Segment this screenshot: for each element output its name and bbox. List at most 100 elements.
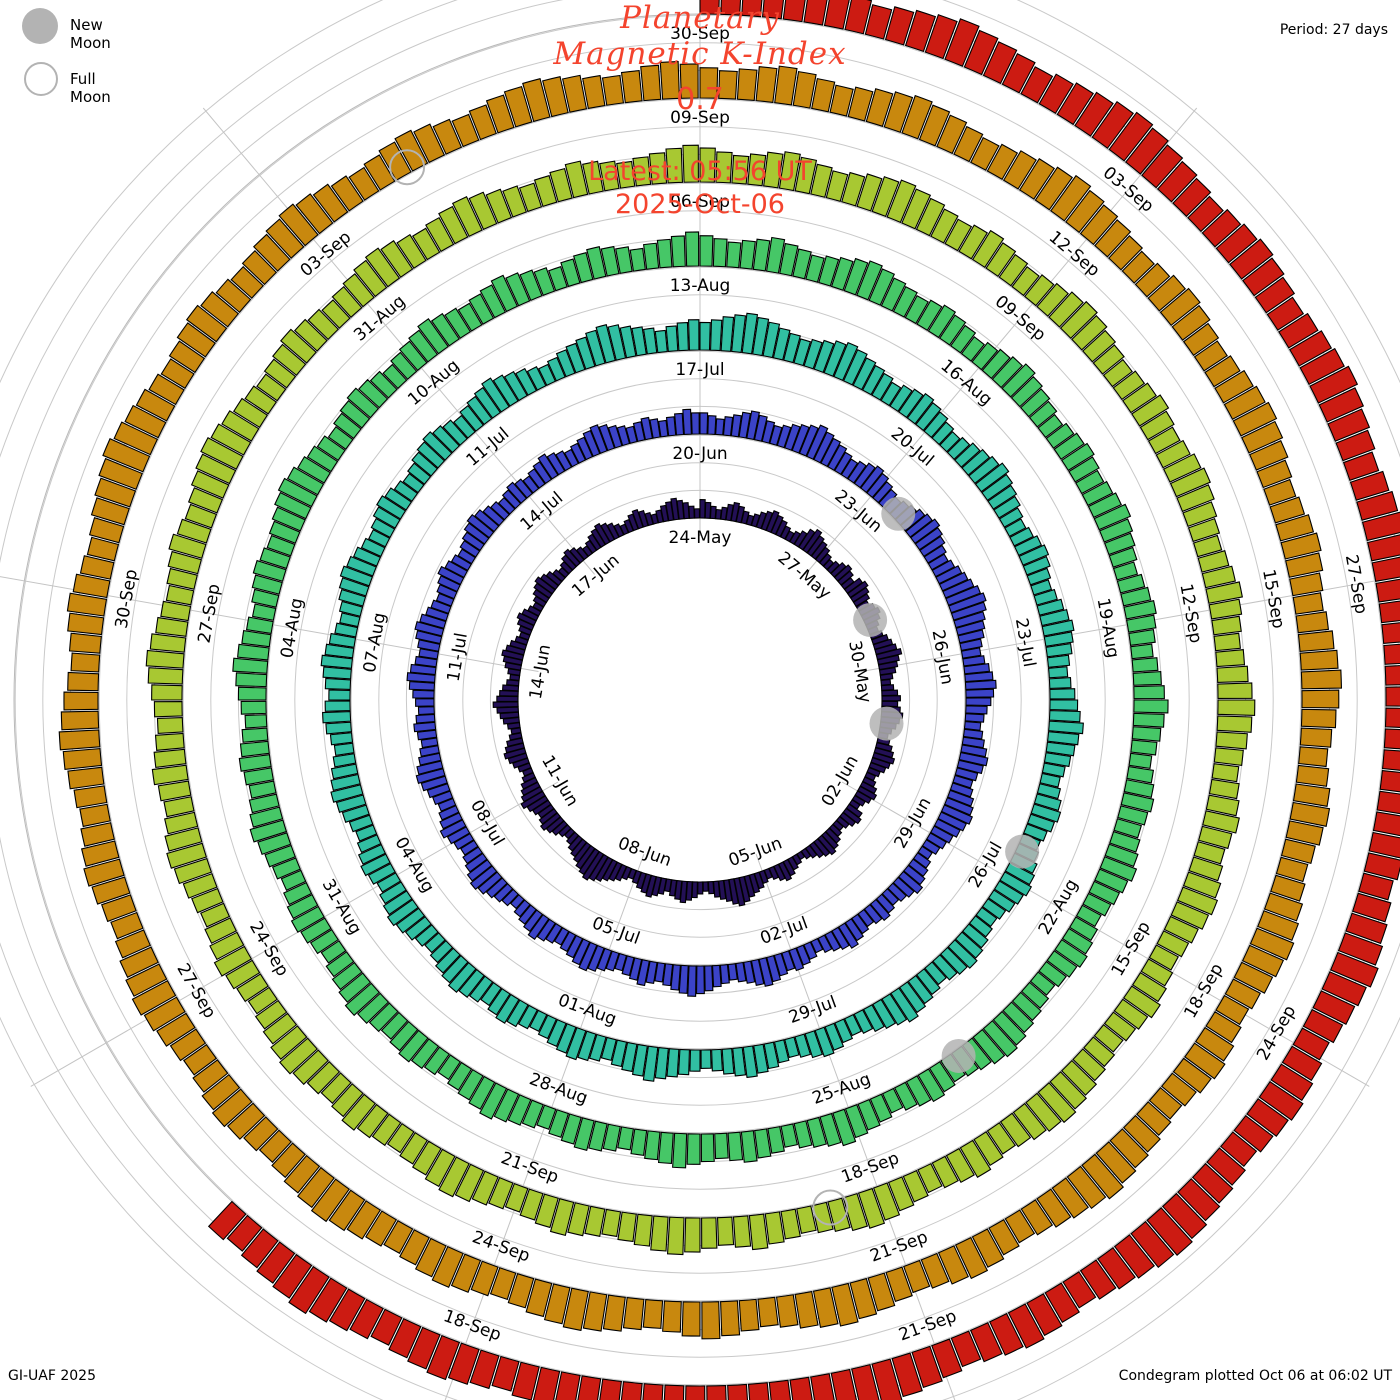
kp-bar <box>880 684 895 691</box>
kp-bar <box>615 246 633 275</box>
kp-bar <box>869 898 891 922</box>
kp-bar <box>271 1142 306 1179</box>
kp-bar <box>1241 420 1284 454</box>
kp-bar <box>742 1045 758 1079</box>
kp-bar <box>1312 990 1356 1026</box>
kp-bar <box>842 349 868 386</box>
kp-bar <box>430 599 452 615</box>
kp-bar <box>79 555 115 580</box>
kp-bar <box>810 1373 835 1400</box>
kp-bar <box>925 832 948 850</box>
kp-bar <box>783 332 801 364</box>
kp-bar <box>1176 886 1219 916</box>
kp-bar <box>765 236 786 274</box>
kp-bar <box>871 176 900 218</box>
kp-bar <box>80 840 120 867</box>
kp-bar <box>881 700 899 708</box>
kp-bar <box>837 922 859 949</box>
kp-bar <box>640 873 652 894</box>
kp-bar <box>463 522 490 545</box>
kp-bar <box>1171 304 1211 341</box>
kp-bar <box>446 1061 473 1091</box>
kp-bar <box>1270 1063 1314 1102</box>
kp-bar <box>1001 363 1036 398</box>
kp-bar <box>927 304 957 339</box>
ring-date-label: 19-Aug <box>1093 597 1123 660</box>
kp-bar <box>1133 685 1165 700</box>
kp-bar <box>507 1272 535 1309</box>
kp-bar <box>408 680 436 691</box>
kp-bar <box>468 104 497 141</box>
kp-bar <box>1012 1102 1047 1141</box>
kp-bar <box>370 517 396 539</box>
kp-bar <box>1059 300 1098 340</box>
kp-bar <box>869 1093 893 1123</box>
kp-bar <box>773 1039 790 1064</box>
kp-bar <box>1041 762 1066 778</box>
kp-bar <box>856 260 883 301</box>
ring-date-label: 30-Sep <box>670 24 730 44</box>
kp-bar <box>1318 387 1365 423</box>
kp-bar <box>750 513 761 528</box>
kp-bar <box>1083 1036 1116 1068</box>
kp-bar <box>1020 1199 1054 1236</box>
kp-bar <box>1201 565 1236 589</box>
kp-bar <box>370 1308 403 1346</box>
kp-bar <box>1043 631 1074 647</box>
kp-bar <box>1121 250 1155 284</box>
kp-bar <box>168 340 206 374</box>
kp-bar <box>101 894 137 923</box>
kp-bar <box>1125 614 1157 633</box>
kp-bar <box>688 505 695 519</box>
ring-date-label: 07-Aug <box>360 611 390 674</box>
kp-bar <box>986 143 1019 181</box>
kp-bar <box>817 834 837 856</box>
kp-bar <box>862 1004 885 1033</box>
kp-bar <box>417 318 449 355</box>
kp-bar <box>324 677 352 690</box>
kp-bar <box>468 1075 496 1110</box>
kp-bar <box>1028 400 1058 428</box>
kp-bar <box>1214 369 1254 404</box>
kp-bar <box>560 554 577 571</box>
kp-bar <box>699 67 719 99</box>
kp-bar <box>413 721 437 733</box>
kp-bar <box>810 937 824 954</box>
kp-bar <box>570 838 588 858</box>
kp-bar <box>593 522 611 546</box>
kp-bar <box>782 0 806 23</box>
kp-bar <box>674 412 685 436</box>
kp-bar <box>538 808 558 825</box>
kp-bar <box>953 611 986 629</box>
kp-bar <box>278 203 319 247</box>
kp-bar <box>1301 689 1340 709</box>
kp-bar <box>632 156 652 187</box>
kp-bar <box>1163 915 1199 944</box>
kp-bar <box>505 644 526 656</box>
kp-bar <box>1363 852 1400 881</box>
kp-bar <box>328 1288 366 1332</box>
kp-bar <box>866 472 890 499</box>
kp-bar <box>965 697 992 707</box>
kp-bar <box>166 567 198 590</box>
kp-bar <box>613 523 625 538</box>
kp-bar <box>932 954 958 981</box>
kp-bar <box>1182 501 1218 528</box>
kp-bar <box>804 844 818 859</box>
kp-bar <box>1147 426 1181 455</box>
kp-bar <box>364 247 401 288</box>
kp-bar <box>820 437 842 468</box>
kp-bar <box>938 314 967 346</box>
kp-bar <box>504 742 526 754</box>
kp-bar <box>881 695 901 702</box>
kp-bar <box>1141 144 1184 189</box>
kp-bar <box>1098 518 1134 543</box>
kp-bar <box>874 643 898 655</box>
kp-bar <box>1379 769 1400 793</box>
kp-bar <box>1103 1011 1137 1042</box>
kp-bar <box>88 517 125 544</box>
kp-bar <box>823 0 850 30</box>
kp-bar <box>1162 453 1202 483</box>
kp-bar <box>1242 257 1285 297</box>
kp-bar <box>1007 1303 1045 1349</box>
